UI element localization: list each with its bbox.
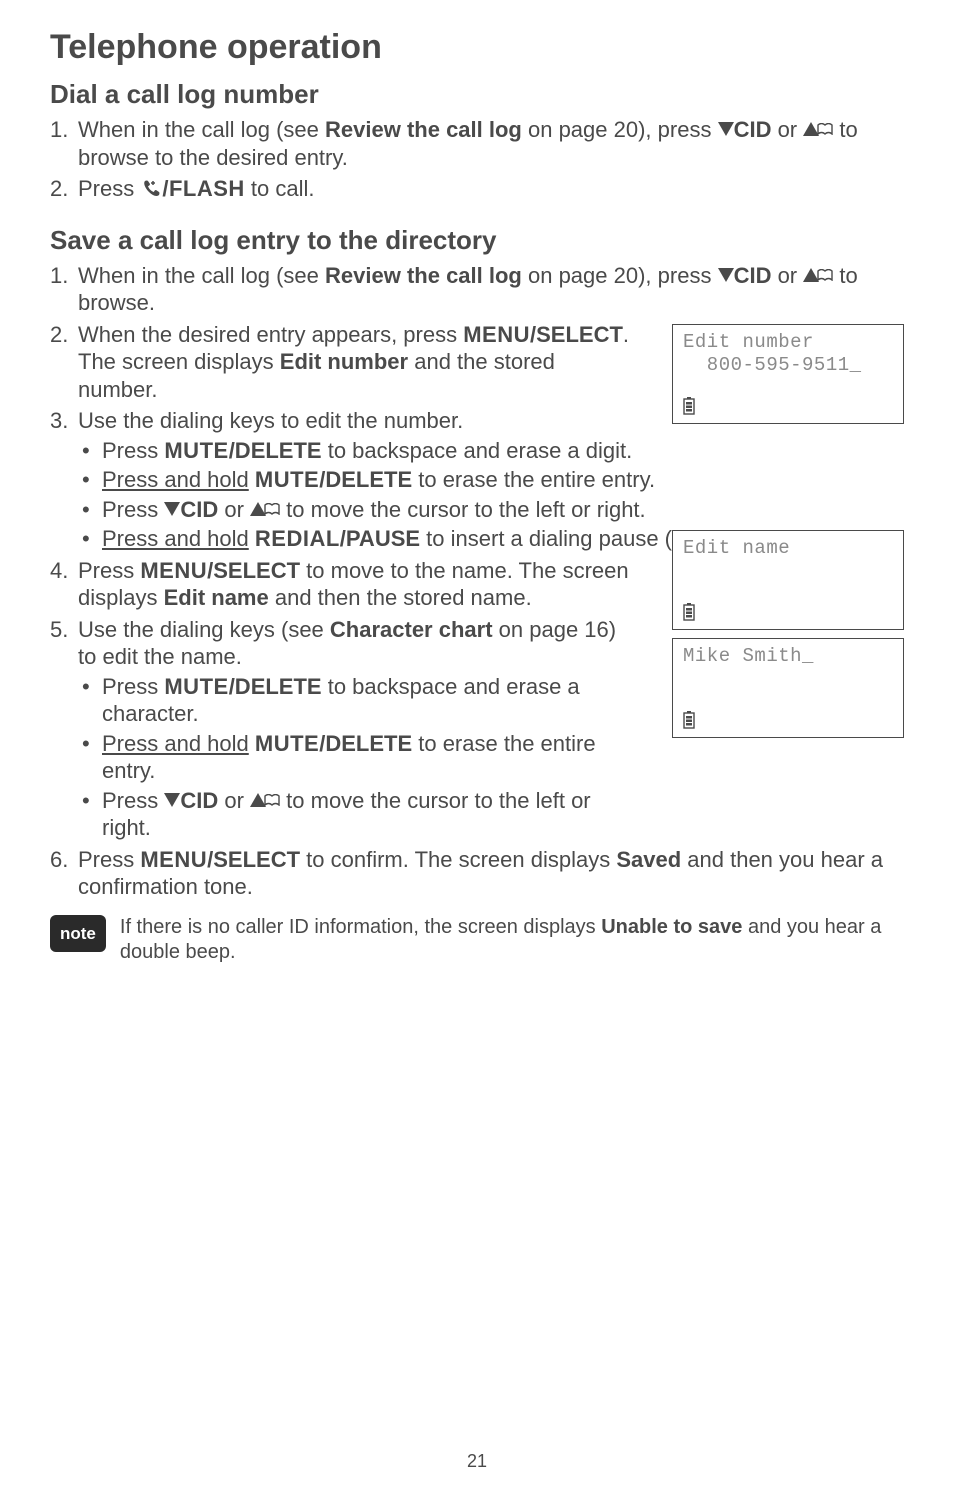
- delete-key: /DELETE: [229, 438, 322, 463]
- select-key: /SELECT: [207, 558, 300, 583]
- bullet: Press MUTE/DELETE to backspace and erase…: [78, 437, 904, 465]
- flash-key: /FLASH: [162, 176, 244, 201]
- bullet: Press and hold MUTE/DELETE to erase the …: [78, 466, 904, 494]
- edit-name-label: Edit name: [164, 585, 269, 610]
- text: to move the cursor to the left or right.: [280, 497, 646, 522]
- delete-key: /DELETE: [319, 731, 412, 756]
- bullet: Press MUTE/DELETE to backspace and erase…: [78, 673, 640, 728]
- text: When in the call log (see: [78, 117, 325, 142]
- text: to call.: [245, 176, 315, 201]
- text: Press: [78, 558, 140, 583]
- edit-number-label: Edit number: [280, 349, 408, 374]
- text: When the desired entry appears, press: [78, 322, 463, 347]
- text: Use the dialing keys to edit the number.: [78, 408, 463, 433]
- down-triangle-icon: [718, 122, 734, 136]
- text: to confirm. The screen displays: [300, 847, 616, 872]
- text: and then the stored name.: [269, 585, 532, 610]
- text: Press: [102, 674, 164, 699]
- delete-key: /DELETE: [229, 674, 322, 699]
- lcd-line: 800-595-9511_: [683, 354, 893, 377]
- cid-label: CID: [734, 117, 772, 142]
- text-bold: Review the call log: [325, 117, 522, 142]
- note-text: If there is no caller ID information, th…: [120, 915, 904, 965]
- note-row: note If there is no caller ID informatio…: [50, 915, 904, 965]
- lcd-line: Edit name: [683, 537, 893, 560]
- text: to backspace and erase a digit.: [322, 438, 633, 463]
- section-heading-save: Save a call log entry to the directory: [50, 225, 904, 256]
- text: Press: [102, 438, 164, 463]
- text: or: [771, 263, 803, 288]
- text: or: [771, 117, 803, 142]
- unable-to-save-label: Unable to save: [601, 916, 742, 938]
- section1-step2: 2. Press /FLASH to call.: [50, 175, 904, 203]
- text: to erase the entire entry.: [412, 467, 655, 492]
- cid-label: CID: [180, 788, 218, 813]
- battery-icon: [683, 397, 697, 415]
- cid-label: CID: [180, 497, 218, 522]
- text: Press: [78, 847, 140, 872]
- text: When in the call log (see: [78, 263, 325, 288]
- text: on page 20), press: [522, 117, 718, 142]
- section2-step2: 2. When the desired entry appears, press…: [50, 321, 640, 404]
- down-triangle-icon: [164, 502, 180, 516]
- mute-key: MUTE: [255, 467, 319, 492]
- bullet: Press and hold MUTE/DELETE to erase the …: [78, 730, 640, 785]
- directory-icon: [264, 794, 280, 808]
- lcd-line: Mike Smith_: [683, 645, 893, 668]
- saved-label: Saved: [616, 847, 681, 872]
- pause-key: /PAUSE: [340, 526, 420, 551]
- text: Press: [78, 176, 140, 201]
- battery-icon: [683, 711, 697, 729]
- note-badge: note: [50, 915, 106, 952]
- directory-icon: [817, 123, 833, 137]
- section2-step1: 1. When in the call log (see Review the …: [50, 262, 904, 317]
- cid-label: CID: [734, 263, 772, 288]
- text: Use the dialing keys (see: [78, 617, 330, 642]
- text: If there is no caller ID information, th…: [120, 916, 601, 938]
- section2-step5: 5. Use the dialing keys (see Character c…: [50, 616, 640, 842]
- directory-icon: [817, 269, 833, 283]
- mute-key: MUTE: [255, 731, 319, 756]
- lcd-edit-name: Edit name: [672, 530, 904, 630]
- section-heading-dial: Dial a call log number: [50, 79, 904, 110]
- press-and-hold: Press and hold: [102, 731, 249, 756]
- character-chart-label: Character chart: [330, 617, 493, 642]
- section2-step5-bullets: Press MUTE/DELETE to backspace and erase…: [78, 673, 640, 842]
- down-triangle-icon: [164, 793, 180, 807]
- select-key: /SELECT: [207, 847, 300, 872]
- text: to insert a dialing pause (a: [420, 526, 690, 551]
- text: or: [218, 497, 250, 522]
- section2-step4: 4. Press MENU/SELECT to move to the name…: [50, 557, 640, 612]
- redial-key: REDIAL: [255, 526, 340, 551]
- mute-key: MUTE: [164, 438, 228, 463]
- section1-step1: 1. When in the call log (see Review the …: [50, 116, 904, 171]
- select-key: /SELECT: [530, 322, 623, 347]
- press-and-hold: Press and hold: [102, 526, 249, 551]
- bullet: Press CID or to move the cursor to the l…: [78, 787, 640, 842]
- delete-key: /DELETE: [319, 467, 412, 492]
- text: or: [218, 788, 250, 813]
- bullet: Press CID or to move the cursor to the l…: [78, 496, 904, 524]
- text-bold: Review the call log: [325, 263, 522, 288]
- section1-list: 1. When in the call log (see Review the …: [50, 116, 904, 203]
- mute-key: MUTE: [164, 674, 228, 699]
- battery-icon: [683, 603, 697, 621]
- lcd-mike-smith: Mike Smith_: [672, 638, 904, 738]
- section2-step6: 6. Press MENU/SELECT to confirm. The scr…: [50, 846, 904, 901]
- lcd-edit-number: Edit number 800-595-9511_: [672, 324, 904, 424]
- text: on page 20), press: [522, 263, 718, 288]
- text: Press: [102, 497, 164, 522]
- phone-icon: [140, 178, 162, 200]
- down-triangle-icon: [718, 268, 734, 282]
- menu-key: MENU: [140, 558, 207, 583]
- directory-icon: [264, 503, 280, 517]
- menu-key: MENU: [140, 847, 207, 872]
- page-title: Telephone operation: [50, 28, 904, 67]
- text: Press: [102, 788, 164, 813]
- page-number: 21: [0, 1451, 954, 1472]
- menu-key: MENU: [463, 322, 530, 347]
- lcd-line: Edit number: [683, 331, 893, 354]
- press-and-hold: Press and hold: [102, 467, 249, 492]
